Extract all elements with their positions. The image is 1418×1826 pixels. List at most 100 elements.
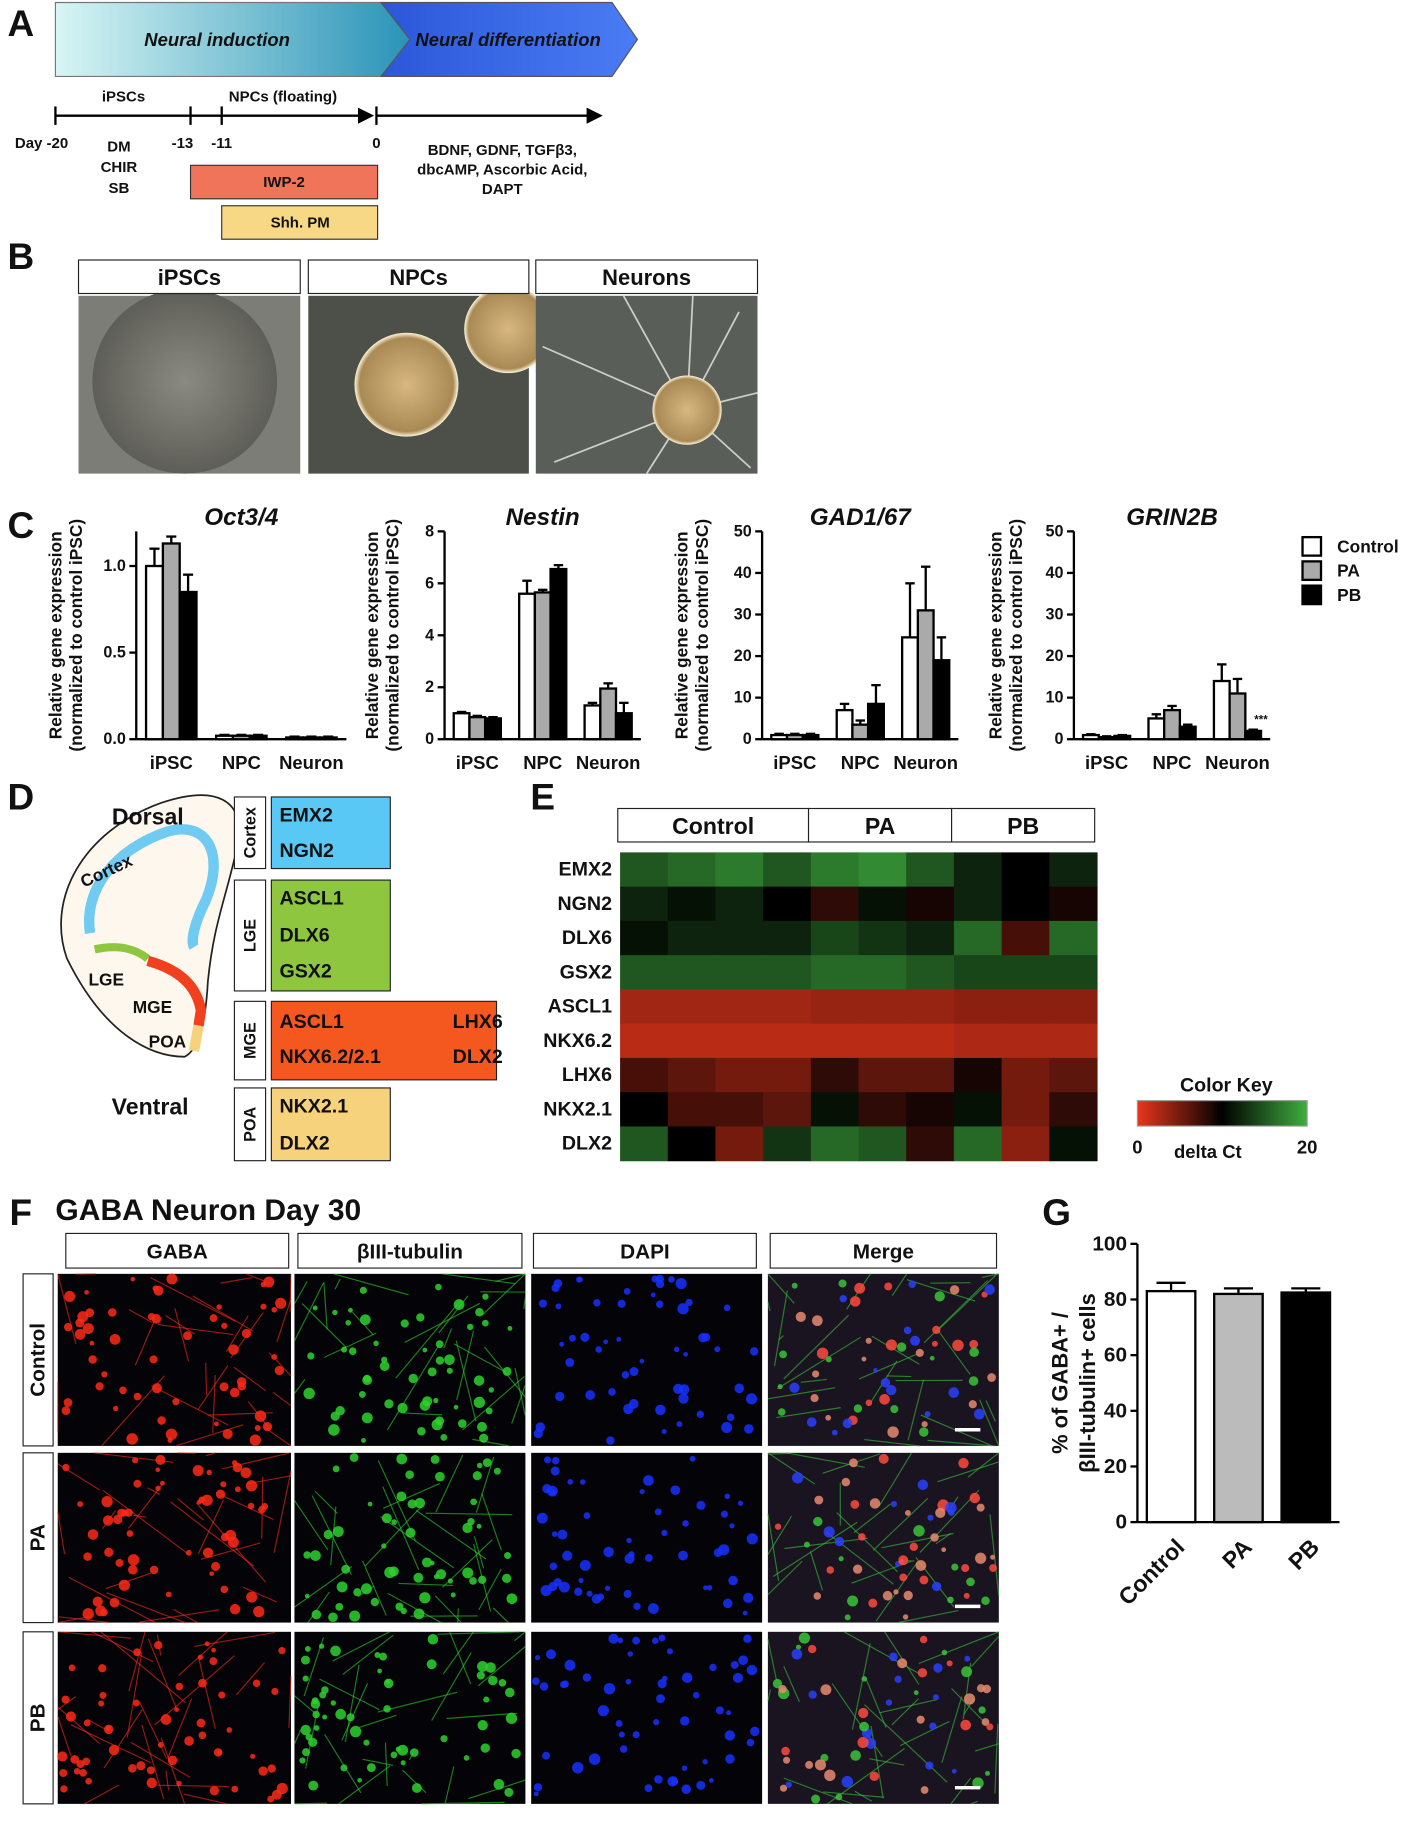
y-axis-label: % of GABA+ / [1048, 1312, 1073, 1454]
cell [419, 1400, 431, 1411]
bar [285, 736, 305, 741]
neurite [402, 1769, 427, 1794]
cell [167, 1755, 178, 1766]
cell [579, 1479, 586, 1485]
neurite [382, 1483, 440, 1509]
cell [963, 1592, 970, 1599]
neurite [906, 1279, 976, 1302]
cell [241, 1328, 252, 1339]
cell [749, 1347, 759, 1356]
cell [477, 1661, 488, 1672]
cell [172, 1398, 180, 1406]
cell [262, 1421, 273, 1432]
cell [533, 1783, 543, 1792]
cell [353, 1588, 362, 1597]
cell [929, 1355, 935, 1361]
cell [558, 1581, 570, 1593]
heat-cell [858, 1092, 907, 1128]
colorbar-tick: 0 [1132, 1136, 1142, 1157]
cell [865, 1337, 872, 1344]
micrograph [293, 1631, 526, 1805]
y-axis-label: (normalized to control iPSC) [692, 519, 712, 752]
heat-cell [906, 852, 955, 888]
cell [661, 1529, 668, 1537]
neurite [776, 1336, 861, 1390]
culture-label: NPCs [389, 265, 447, 290]
cell [154, 1641, 163, 1650]
cell [435, 1471, 445, 1482]
cell [400, 1319, 409, 1328]
cell [396, 1491, 407, 1502]
cell [126, 1530, 134, 1537]
cell [82, 1608, 94, 1620]
cell [430, 1454, 440, 1464]
cell [927, 1514, 934, 1521]
neurite [338, 1765, 391, 1805]
neurite [981, 1273, 999, 1278]
line-box [22, 1273, 54, 1447]
cell [913, 1525, 925, 1537]
cell [919, 1427, 929, 1437]
heat-cell [953, 886, 1003, 922]
legend-label: Control [1337, 536, 1399, 556]
bar [144, 564, 165, 741]
cell [990, 1554, 996, 1560]
heat-cell [906, 989, 955, 1025]
cell [984, 1770, 991, 1776]
group-header [951, 807, 1096, 843]
cell [981, 1596, 990, 1606]
cell [113, 1514, 123, 1525]
neurite [456, 1330, 475, 1401]
neurite [212, 1374, 216, 1433]
cell [952, 1339, 964, 1352]
cell [60, 1785, 68, 1793]
medium-label: CHIR [101, 159, 138, 176]
neurite [126, 1652, 143, 1738]
neurite [935, 1533, 952, 1545]
cell [220, 1585, 229, 1594]
cell [65, 1711, 77, 1722]
neurite [473, 1536, 485, 1569]
cell [462, 1567, 474, 1579]
heat-cell [1049, 1126, 1098, 1162]
cell [504, 1787, 514, 1797]
sphere [652, 375, 722, 445]
cell [95, 1605, 107, 1617]
cell [743, 1592, 754, 1604]
cell [859, 1721, 869, 1732]
cell [209, 1571, 214, 1576]
cell [275, 1297, 287, 1309]
y-tick-label: 0 [425, 730, 434, 748]
cell [61, 1406, 71, 1416]
bar [301, 736, 321, 741]
neurite [276, 1298, 292, 1343]
neurite [919, 1489, 980, 1553]
cell [604, 1585, 611, 1591]
stage-label: iPSCs [102, 89, 145, 106]
legend-swatch [1301, 560, 1323, 582]
cell [627, 1651, 633, 1657]
cell [73, 1768, 81, 1775]
cell [476, 1462, 483, 1469]
region-box [233, 1000, 267, 1081]
cell [107, 1308, 117, 1317]
cell [583, 1512, 591, 1520]
cell [814, 1759, 827, 1771]
cell [608, 1633, 619, 1644]
phase-label: Neural induction [144, 29, 290, 50]
heat-cell [810, 1023, 860, 1059]
neurite [150, 1277, 236, 1322]
heat-cell [1001, 989, 1050, 1025]
cell [226, 1727, 233, 1733]
heat-cell [906, 1023, 955, 1059]
cell [82, 1757, 90, 1766]
gene-label: NGN2 [279, 840, 334, 862]
cell [915, 1560, 927, 1571]
neurite [434, 1595, 462, 1623]
cell [841, 1776, 854, 1788]
y-tick-label: 50 [734, 522, 752, 540]
cell [720, 1510, 729, 1518]
cell [777, 1408, 786, 1416]
cell [485, 1407, 493, 1415]
cell [304, 1646, 311, 1652]
